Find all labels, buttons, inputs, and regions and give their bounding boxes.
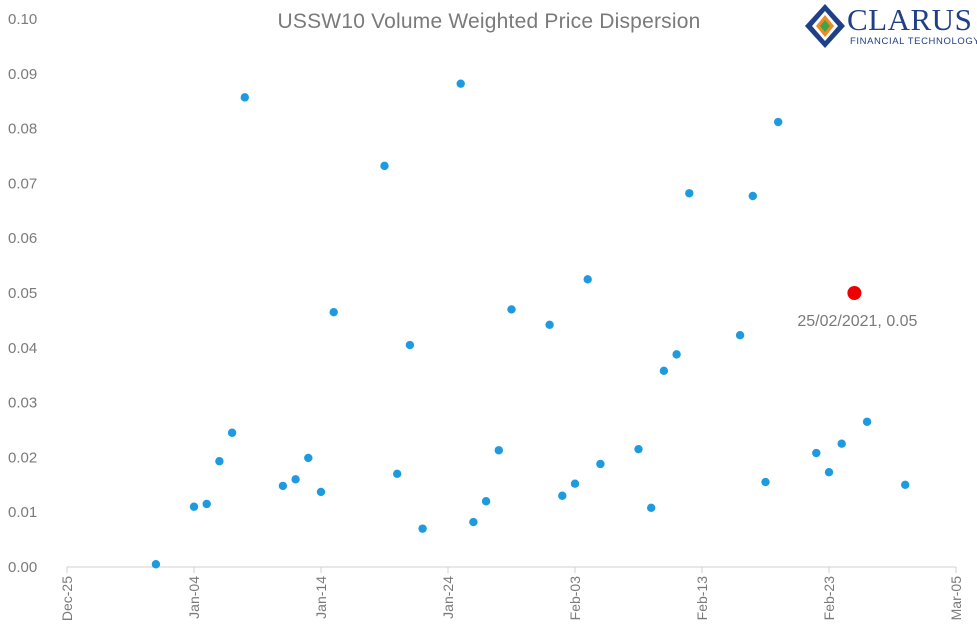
data-point	[494, 446, 503, 455]
y-axis-tick-labels: 0.00 0.01 0.02 0.03 0.04 0.05 0.06 0.07 0.08 0.09…	[8, 11, 37, 576]
x-tick-label: Mar-05	[948, 576, 964, 621]
data-point	[685, 189, 694, 198]
data-point	[901, 480, 910, 489]
data-point	[393, 469, 402, 479]
chart-annotations: 25/02/2021, 0.05	[797, 313, 917, 330]
data-point	[647, 503, 656, 513]
data-point	[380, 161, 389, 171]
data-point	[748, 191, 757, 201]
x-tick-label: Dec-25	[59, 576, 75, 621]
data-point	[481, 497, 491, 506]
data-point	[304, 453, 313, 463]
y-tick-label: 0.08	[8, 121, 37, 138]
x-tick-label: Feb-23	[821, 576, 837, 621]
x-tick-label: Feb-13	[694, 576, 710, 621]
clarus-logo: CLARUS FINANCIAL TECHNOLOGY	[803, 2, 977, 50]
y-tick-label: 0.03	[8, 395, 37, 412]
annotation-label: 25/02/2021, 0.05	[797, 313, 917, 330]
data-points	[151, 79, 910, 569]
data-point	[151, 560, 161, 569]
y-tick-label: 0.10	[8, 11, 37, 28]
y-tick-label: 0.09	[8, 66, 37, 83]
data-point	[215, 457, 224, 466]
axes	[66, 566, 957, 573]
data-point	[672, 350, 681, 359]
data-point	[824, 467, 834, 477]
data-point	[291, 475, 300, 484]
data-point	[202, 499, 211, 509]
logo-tagline: FINANCIAL TECHNOLOGY	[850, 36, 977, 47]
data-point	[456, 79, 465, 88]
data-point	[570, 479, 580, 488]
data-point	[558, 491, 567, 500]
data-point	[329, 307, 338, 317]
data-point	[837, 439, 846, 448]
x-axis-tick-labels: Dec-25 Jan-04 Jan-14 Jan-24 Feb-03 Feb-13 Feb-…	[59, 576, 964, 621]
y-tick-label: 0.06	[8, 230, 37, 247]
data-point	[862, 417, 872, 426]
data-point	[240, 93, 249, 102]
data-point	[278, 481, 288, 491]
y-tick-label: 0.02	[8, 449, 37, 466]
y-tick-label: 0.07	[8, 175, 37, 192]
data-point	[774, 117, 783, 127]
x-tick-label: Jan-04	[186, 576, 202, 619]
y-tick-label: 0.05	[8, 285, 37, 302]
data-point	[405, 340, 415, 350]
data-point	[659, 366, 669, 376]
data-point	[735, 330, 745, 340]
data-point	[227, 428, 237, 437]
x-tick-label: Feb-03	[567, 576, 583, 621]
data-point	[634, 444, 643, 454]
clarus-diamond-icon	[805, 4, 845, 48]
chart-title: USSW10 Volume Weighted Price Dispersion	[277, 10, 701, 33]
highlight-point	[847, 286, 862, 300]
data-point	[507, 305, 516, 314]
x-tick-label: Jan-24	[440, 576, 456, 619]
data-point	[596, 459, 605, 469]
data-point	[316, 487, 326, 497]
data-point	[761, 477, 770, 487]
data-point	[812, 448, 821, 458]
data-point	[189, 502, 199, 511]
data-point	[469, 517, 478, 527]
y-tick-label: 0.00	[8, 559, 37, 576]
data-point	[545, 320, 554, 329]
logo-wordmark: CLARUS	[847, 2, 973, 37]
x-tick-label: Jan-14	[313, 576, 329, 619]
y-tick-label: 0.01	[8, 504, 37, 521]
data-point	[583, 275, 592, 284]
data-point	[418, 524, 427, 533]
y-tick-label: 0.04	[8, 340, 37, 357]
